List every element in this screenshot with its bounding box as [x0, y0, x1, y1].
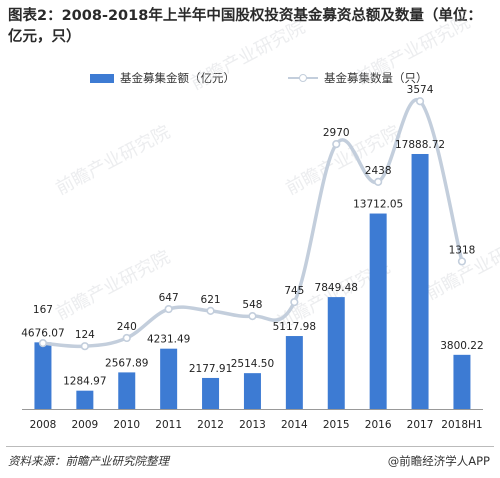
bar-label-2017: 17888.72 [395, 139, 445, 151]
bar-label-2015: 7849.48 [315, 282, 358, 294]
bar-label-2009: 1284.97 [63, 376, 106, 388]
watermark-0: 前瞻产业研究院 [52, 122, 173, 200]
bar-2012 [202, 377, 220, 409]
bar-label-2011: 4231.49 [147, 334, 190, 346]
line-label-2013: 548 [242, 299, 262, 311]
x-tick-2011: 2011 [155, 419, 182, 431]
bar-label-2013: 2514.50 [231, 358, 274, 370]
x-tick-2013: 2013 [239, 419, 266, 431]
bar-2015 [327, 297, 345, 409]
bar-2013 [243, 373, 261, 409]
line-label-2016: 2438 [365, 165, 392, 177]
bar-label-2018H1: 3800.22 [440, 340, 483, 352]
point-2014 [290, 298, 299, 307]
point-2013 [248, 311, 257, 321]
bar-label-2016: 13712.05 [353, 199, 403, 211]
point-2015 [332, 140, 341, 149]
bar-2017 [411, 153, 429, 409]
x-tick-2010: 2010 [113, 419, 140, 431]
bar-2014 [285, 336, 303, 409]
x-tick-2008: 2008 [30, 419, 57, 431]
bar-label-2010: 2567.89 [105, 357, 148, 369]
line-label-2012: 621 [201, 294, 221, 306]
bar-label-2014: 5117.98 [273, 321, 316, 333]
bar-2016 [369, 213, 387, 409]
legend-item-count: 基金募集数量（只） [288, 68, 428, 88]
point-2017 [415, 97, 425, 106]
chart-legend: 基金募集金额（亿元） 基金募集数量（只） [0, 68, 500, 88]
legend-swatch-count [288, 73, 318, 83]
point-2009 [80, 342, 89, 351]
legend-label-amount: 基金募集金额（亿元） [120, 71, 235, 85]
x-tick-2012: 2012 [197, 419, 224, 431]
x-tick-2017: 2017 [407, 419, 434, 431]
watermark-4: 前瞻产业研究院 [52, 247, 173, 325]
legend-label-count: 基金募集数量（只） [324, 71, 428, 85]
bar-2011 [160, 348, 178, 409]
line-label-2009: 124 [75, 329, 95, 341]
point-2011 [164, 304, 173, 314]
line-label-2017: 3574 [407, 84, 434, 96]
bar-label-2008: 4676.07 [21, 327, 64, 339]
watermark-6: 前瞻产业研究院 [422, 227, 500, 305]
bar-2009 [76, 390, 94, 409]
line-label-2018H1: 1318 [449, 244, 476, 256]
point-2016 [374, 177, 383, 187]
source-note: 资料来源：前瞻产业研究院整理 [8, 454, 169, 468]
x-tick-2009: 2009 [71, 419, 98, 431]
line-label-2014: 745 [284, 285, 304, 297]
x-tick-2018H1: 2018H1 [441, 419, 482, 431]
legend-swatch-amount [90, 73, 114, 83]
bar-label-2012: 2177.91 [189, 363, 232, 375]
x-tick-2015: 2015 [323, 419, 350, 431]
x-tick-2014: 2014 [281, 419, 308, 431]
bar-2008 [34, 342, 52, 409]
point-2008 [38, 339, 48, 348]
x-tick-2016: 2016 [365, 419, 392, 431]
point-2012 [206, 306, 215, 316]
brand-note: @前瞻经济学人APP [387, 454, 490, 468]
line-label-2010: 240 [117, 321, 137, 333]
bar-2010 [118, 372, 136, 409]
watermark-3: 前瞻产业研究院 [352, 12, 473, 90]
line-label-2015: 2970 [323, 127, 350, 139]
legend-item-amount: 基金募集金额（亿元） [90, 68, 235, 88]
chart-title: 图表2：2008-2018年上半年中国股权投资基金募资总额及数量（单位：亿元，只… [8, 8, 482, 45]
point-2018H1 [457, 257, 467, 266]
point-2010 [122, 333, 131, 343]
watermark-2: 前瞻产业研究院 [187, 17, 308, 95]
bar-2018H1 [453, 354, 471, 409]
line-label-2011: 647 [159, 292, 179, 304]
line-label-2008: 167 [33, 304, 53, 316]
